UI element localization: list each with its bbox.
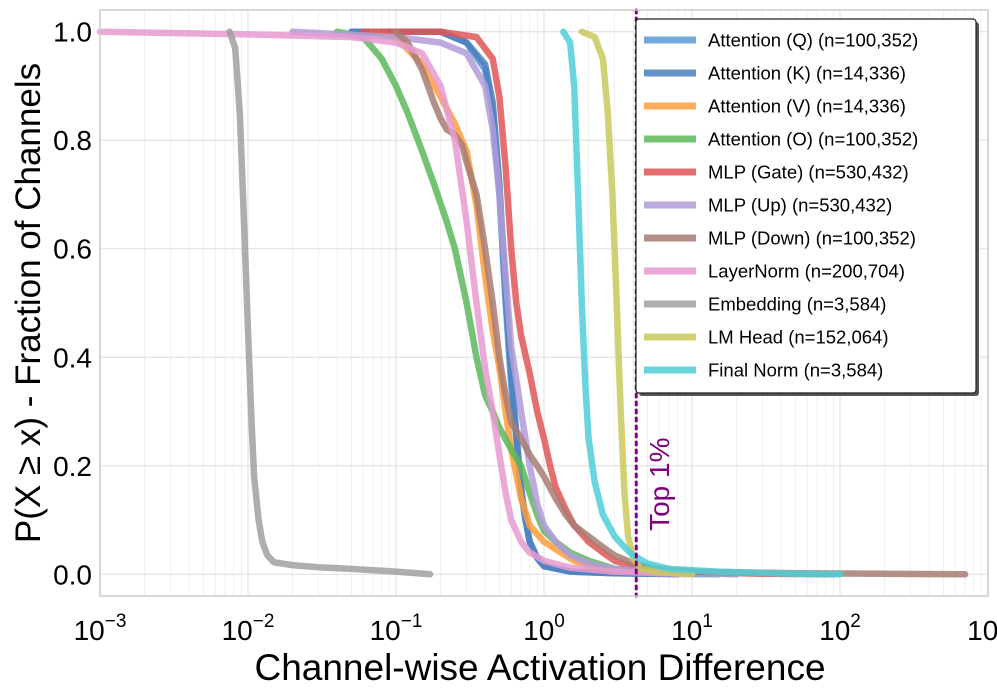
legend-box [635,18,977,394]
y-tick-label: 1.0 [53,17,92,48]
legend-entry: Attention (V) (n=14,336) [708,96,906,117]
legend-entry: Attention (Q) (n=100,352) [708,30,918,51]
x-tick-label: 10−2 [222,611,275,646]
x-axis-label: Channel-wise Activation Difference [254,647,825,688]
y-tick-label: 0.2 [53,451,92,482]
legend-entry: MLP (Down) (n=100,352) [708,228,916,249]
x-tick-label: 102 [819,611,861,646]
x-tick-label: 10−3 [74,611,127,646]
x-axis-ticks: 10−3 10−2 10−1 100 101 102 103 [74,611,997,646]
y-tick-label: 0.0 [53,559,92,590]
legend-entry: Attention (K) (n=14,336) [708,63,906,84]
series-line-10 [560,28,844,578]
y-axis-label: P(X ≥ x) - Fraction of Channels [9,63,48,543]
top-percent-label: Top 1% [644,437,675,530]
legend-entry: Embedding (n=3,584) [708,294,886,315]
y-tick-label: 0.6 [53,234,92,265]
y-axis-ticks: 0.0 0.2 0.4 0.6 0.8 1.0 [53,17,92,591]
legend-entry: MLP (Up) (n=530,432) [708,195,892,216]
series-line-7 [96,28,696,578]
legend-entry: LM Head (n=152,064) [708,327,889,348]
legend-entry: MLP (Gate) (n=530,432) [708,162,909,183]
y-tick-label: 0.8 [53,125,92,156]
legend-entry: LayerNorm (n=200,704) [708,261,905,282]
series-line-5 [289,28,740,578]
x-tick-label: 103 [967,611,997,646]
x-tick-label: 101 [671,611,713,646]
legend-entry: Attention (O) (n=100,352) [708,129,918,150]
plot-frame [99,9,989,597]
series-line-8 [226,28,434,578]
series-line-9 [578,28,696,578]
legend-entry: Final Norm (n=3,584) [708,360,883,381]
y-tick-label: 0.4 [53,342,92,373]
legend: Attention (Q) (n=100,352) Attention (K) (… [635,18,979,396]
series-lines [96,28,969,578]
x-tick-label: 100 [523,611,565,646]
x-tick-label: 10−1 [370,611,423,646]
